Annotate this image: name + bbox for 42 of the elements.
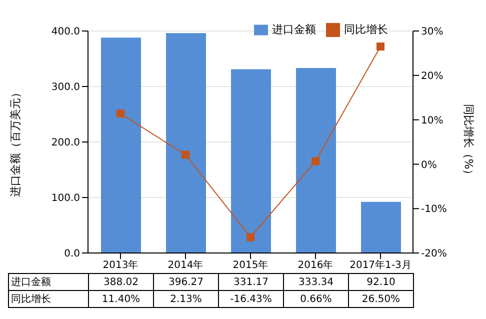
y2-tick-label: 20% xyxy=(421,70,444,82)
y2-tick-label: -10% xyxy=(421,204,447,216)
data-label: 396.27 xyxy=(154,274,218,290)
legend-label: 进口金额 xyxy=(272,23,316,36)
point xyxy=(376,42,384,51)
y-tick-label: 300.0 xyxy=(51,82,80,94)
data-label: 26.50% xyxy=(348,290,414,308)
bar xyxy=(231,69,271,253)
legend-label: 同比增长 xyxy=(344,23,388,36)
bar xyxy=(101,38,141,253)
bar xyxy=(296,68,336,253)
text: 同比增长 xyxy=(11,294,51,305)
y-tick-label: 100.0 xyxy=(51,193,80,204)
x-tick-label: 2017年1-3月 xyxy=(350,259,412,272)
point xyxy=(116,110,124,118)
y2-tick-label: 30% xyxy=(421,26,444,38)
y2-tick-label: 10% xyxy=(421,115,444,126)
y-tick-label: 0.0 xyxy=(64,248,80,260)
x-tick-label: 2013年 xyxy=(102,259,138,272)
bar xyxy=(361,202,401,253)
data-label: 11.40% xyxy=(88,290,154,308)
data-label: 2.13% xyxy=(154,290,218,308)
point xyxy=(312,157,320,166)
data-label: -16.43% xyxy=(218,290,284,308)
y-tick-label: 400.0 xyxy=(51,26,80,38)
y-tick-label: 200.0 xyxy=(51,138,80,149)
x-tick-label: 2015年 xyxy=(232,259,268,272)
text: 进口金额 xyxy=(11,277,51,288)
data-label: 0.66% xyxy=(284,290,348,308)
point xyxy=(182,150,190,159)
data-label: 92.10 xyxy=(348,274,414,290)
data-label: 388.02 xyxy=(88,274,154,290)
y2-tick-label: 0% xyxy=(421,160,437,171)
bar xyxy=(166,33,206,253)
x-tick-label: 2016年 xyxy=(298,259,334,272)
data-label: 331.17 xyxy=(218,274,284,290)
y-axis-title: 进口金额（百万美元） xyxy=(8,87,22,197)
x-tick-label: 2014年 xyxy=(168,259,204,272)
y2-axis-title: 同比增长（%） xyxy=(462,104,476,180)
data-label: 333.34 xyxy=(284,274,348,290)
y2-tick-label: -20% xyxy=(421,248,447,260)
point xyxy=(246,233,254,242)
